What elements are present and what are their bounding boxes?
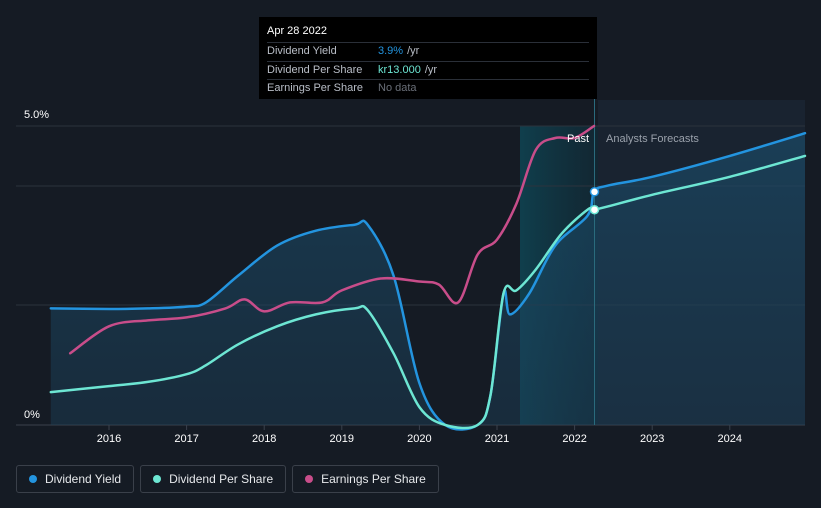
legend-dot-icon (29, 475, 37, 483)
dividend-yield-marker (589, 187, 600, 197)
legend: Dividend Yield Dividend Per Share Earnin… (16, 465, 439, 493)
earnings-per-share-line (68, 124, 596, 355)
tooltip-value: 3.9% (378, 45, 404, 57)
x-tick-label: 2017 (174, 433, 198, 445)
tooltip-unit: /yr (424, 63, 438, 76)
dividend-yield-area (50, 133, 806, 430)
x-tick-label: 2016 (97, 433, 121, 445)
legend-label: Earnings Per Share (321, 472, 426, 486)
tooltip-label: Dividend Per Share (267, 63, 363, 76)
forecast-label: Analysts Forecasts (606, 133, 699, 145)
legend-label: Dividend Per Share (169, 472, 274, 486)
legend-item-earnings-per-share[interactable]: Earnings Per Share (292, 465, 439, 493)
legend-dot-icon (153, 475, 162, 483)
x-tick-label: 2019 (330, 433, 354, 445)
tooltip: Apr 28 2022 Dividend Yield 3.9% /yr Divi… (259, 17, 597, 99)
tooltip-unit: /yr (407, 45, 420, 57)
legend-item-dividend-yield[interactable]: Dividend Yield (16, 465, 135, 493)
x-axis-ticks: 2016 2017 2018 2019 2020 2021 2022 2023 2024 (97, 425, 742, 445)
y-tick-label-top: 5.0% (24, 109, 49, 121)
tooltip-date: Apr 28 2022 (267, 25, 327, 37)
dividend-per-share-marker (589, 204, 600, 215)
x-tick-label: 2020 (407, 433, 431, 445)
x-tick-label: 2021 (485, 433, 509, 445)
x-tick-label: 2024 (718, 433, 742, 445)
y-tick-label-bottom: 0% (24, 409, 40, 421)
tooltip-value: kr13.000 (378, 63, 421, 76)
x-tick-label: 2022 (562, 433, 586, 445)
tooltip-row-dividend-yield: Dividend Yield 3.9% /yr (267, 42, 589, 61)
legend-label: Dividend Yield (45, 472, 122, 486)
x-tick-label: 2018 (252, 433, 276, 445)
tooltip-value: No data (378, 82, 417, 94)
past-label: Past (567, 133, 589, 145)
tooltip-row-earnings-per-share: Earnings Per Share No data (267, 79, 589, 98)
tooltip-label: Earnings Per Share (267, 82, 363, 94)
hover-markers (589, 187, 600, 215)
tooltip-row-dividend-per-share: Dividend Per Share kr13.000 /yr (267, 60, 589, 80)
legend-dot-icon (305, 475, 314, 483)
x-tick-label: 2023 (640, 433, 664, 445)
legend-item-dividend-per-share[interactable]: Dividend Per Share (140, 465, 287, 493)
tooltip-label: Dividend Yield (267, 45, 337, 57)
